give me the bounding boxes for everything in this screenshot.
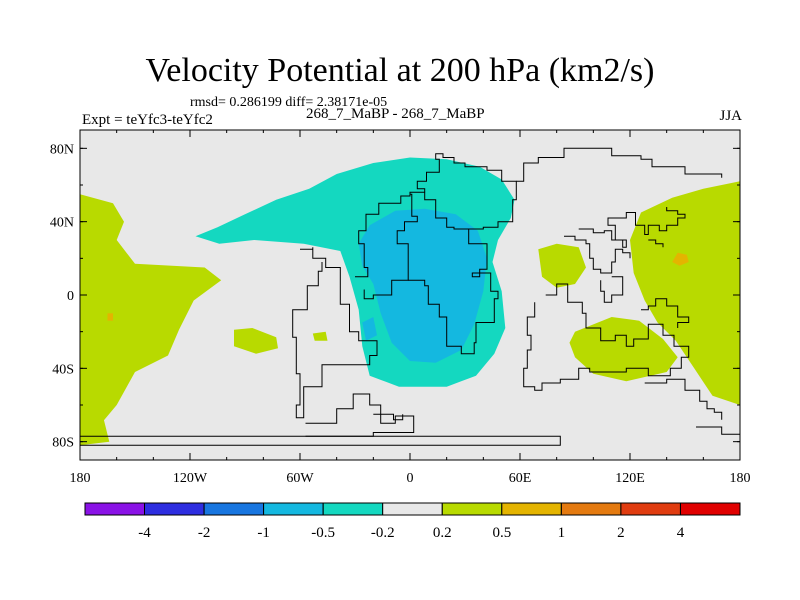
colorbar-label: -2: [198, 525, 211, 541]
coastline: [696, 426, 740, 442]
colorbar-swatch: [501, 502, 562, 516]
contour-region: [80, 194, 222, 431]
contour-region: [312, 331, 328, 341]
coastline: [305, 393, 415, 437]
x-tick-label: 60W: [286, 471, 314, 486]
axis-layer: 180 120W 60W 0 60E 120E 180 80N 40N 0 40S 80S: [50, 129, 751, 486]
colorbar-label: 4: [677, 525, 685, 541]
map-layer: [80, 130, 740, 460]
colorbar: -4 -2 -1 -0.5 -0.2 0.2 0.5 1 2 4: [84, 502, 741, 541]
contour-region: [630, 181, 740, 405]
y-tick-label: 80N: [50, 142, 74, 157]
colorbar-label: -4: [138, 525, 151, 541]
runs-label: 268_7_MaBP - 268_7_MaBP: [306, 106, 485, 122]
contour-region: [80, 401, 110, 446]
colorbar-swatch: [620, 502, 681, 516]
contour-region: [569, 317, 678, 382]
colorbar-swatch: [322, 502, 384, 516]
colorbar-label: 2: [617, 525, 625, 541]
colorbar-swatch: [680, 502, 741, 516]
colorbar-swatch: [203, 502, 265, 516]
colorbar-swatch: [560, 502, 622, 516]
coastline: [644, 378, 723, 420]
coastline: [408, 191, 499, 355]
coastline: [564, 235, 631, 274]
colorbar-swatch: [263, 502, 324, 516]
experiment-label: Expt = teYfc3-teYfc2: [82, 112, 213, 128]
coastline: [578, 207, 686, 248]
colorbar-swatch: [84, 502, 145, 516]
season-label: JJA: [719, 108, 742, 124]
colorbar-label: -1: [257, 525, 270, 541]
colorbar-swatch: [144, 502, 205, 516]
y-tick-label: 80S: [52, 436, 74, 451]
contour-region: [107, 313, 113, 321]
contour-region: [362, 317, 377, 341]
colorbar-swatch: [382, 502, 443, 516]
coastline: [600, 276, 624, 303]
coastline: [516, 147, 723, 182]
x-tick-label: 180: [730, 471, 751, 486]
contour-regions: [80, 157, 740, 446]
colorbar-label: 0.5: [492, 525, 511, 541]
x-tick-label: 180: [70, 471, 91, 486]
coastline: [416, 153, 517, 230]
colorbar-swatch: [441, 502, 503, 516]
coastline: [292, 247, 378, 419]
x-tick-label: 0: [407, 471, 414, 486]
coastline: [648, 239, 664, 248]
colorbar-label: 1: [558, 525, 566, 541]
y-tick-label: 40S: [52, 362, 74, 377]
y-tick-label: 0: [67, 289, 74, 304]
coastline: [641, 298, 690, 328]
contour-region: [358, 208, 487, 363]
contour-region: [234, 328, 278, 354]
y-tick-label: 40N: [50, 216, 74, 231]
contour-region: [538, 243, 586, 288]
x-tick-label: 120E: [615, 471, 645, 486]
colorbar-label: -0.2: [371, 525, 395, 541]
x-tick-label: 120W: [173, 471, 208, 486]
colorbar-label: 0.2: [433, 525, 452, 541]
stats-text: rmsd= 0.286199 diff= 2.38171e-05: [190, 95, 388, 110]
coastlines: [80, 147, 740, 446]
coastline: [373, 413, 404, 421]
colorbar-label: -0.5: [311, 525, 335, 541]
coastline: [523, 283, 690, 391]
x-tick-label: 60E: [509, 471, 532, 486]
coastline: [355, 193, 418, 300]
chart-title: Velocity Potential at 200 hPa (km2/s): [145, 52, 655, 89]
contour-region: [672, 252, 689, 266]
